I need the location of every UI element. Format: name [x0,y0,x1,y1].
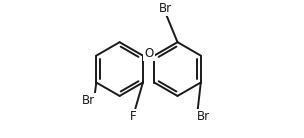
Text: Br: Br [196,110,209,123]
Text: Br: Br [82,94,95,107]
Text: O: O [144,47,154,60]
Text: F: F [130,110,136,123]
Text: Br: Br [159,2,172,15]
